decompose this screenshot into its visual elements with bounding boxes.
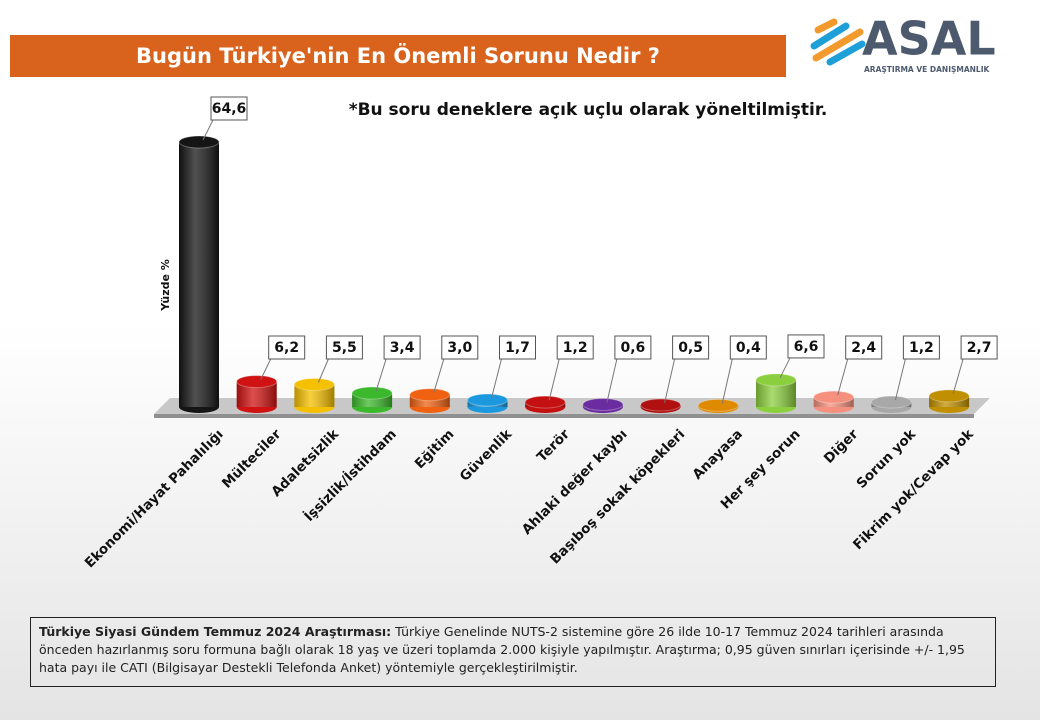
value-label-box	[210, 96, 248, 121]
value-label-box	[787, 334, 825, 359]
footnote-bold: Türkiye Siyasi Gündem Temmuz 2024 Araştı…	[39, 624, 392, 639]
leader-line	[664, 358, 676, 404]
leader-line	[952, 358, 964, 395]
title-bar	[10, 35, 786, 77]
x-tick-label: Ekonomi/Hayat Pahalılığı	[82, 426, 227, 571]
value-label-box	[614, 335, 652, 360]
logo-name: ASAL	[862, 12, 996, 66]
bar-top	[582, 398, 624, 412]
leader-line	[721, 358, 733, 404]
logo-tagline: ARAŞTIRMA VE DANIŞMANLIK	[864, 65, 990, 74]
leader-line	[491, 358, 502, 399]
x-tick-label: Anayasa	[690, 426, 746, 482]
bar-top	[178, 135, 220, 149]
value-label: 3,4	[390, 340, 415, 356]
subtitle: *Bu soru deneklere açık uçlu olarak yöne…	[349, 100, 828, 120]
value-label: 2,4	[851, 340, 876, 356]
x-tick-label: Diğer	[821, 426, 862, 467]
leader-line	[433, 358, 445, 393]
leader-line	[606, 358, 618, 403]
value-label-box	[960, 335, 998, 360]
leader-line	[260, 358, 272, 380]
x-tick-label: Fikrim yok/Cevap yok	[850, 426, 977, 553]
x-tick-label: Güvenlik	[457, 426, 516, 485]
leader-line	[894, 358, 906, 401]
value-label-box	[441, 335, 479, 360]
bar-top	[640, 398, 682, 412]
bar-top	[467, 393, 508, 407]
bar-top	[755, 373, 797, 387]
x-tick-label: Ahlaki değer kaybı	[519, 426, 631, 538]
bar-shade	[179, 142, 219, 407]
footnote-text: Türkiye Genelinde NUTS-2 sistemine göre …	[39, 624, 965, 675]
value-label-box	[383, 335, 421, 360]
value-label-box	[845, 335, 883, 360]
bar-top	[409, 388, 451, 402]
value-label: 1,7	[505, 340, 530, 356]
value-label-box	[672, 335, 710, 360]
leader-line	[779, 357, 791, 379]
x-tick-label: Terör	[534, 426, 573, 465]
value-label: 0,5	[678, 340, 703, 356]
floor	[154, 398, 990, 414]
leader-line	[837, 358, 849, 396]
value-label-box	[902, 335, 940, 360]
value-label-box	[325, 335, 363, 360]
bar-shade	[294, 384, 335, 407]
bar-top	[524, 395, 566, 409]
bar-top	[813, 390, 855, 404]
value-label: 1,2	[563, 340, 588, 356]
leader-line	[317, 358, 329, 383]
leader-line	[375, 358, 387, 392]
footnote: Türkiye Siyasi Gündem Temmuz 2024 Araştı…	[30, 617, 996, 687]
floor-edge	[154, 414, 974, 418]
x-tick-label: Eğitim	[412, 426, 458, 472]
value-label: 1,2	[909, 340, 934, 356]
value-label-box	[499, 335, 536, 360]
bar-top	[351, 386, 393, 400]
value-label: 64,6	[212, 101, 247, 117]
bar-top	[236, 375, 278, 389]
value-label-box	[729, 335, 767, 360]
value-label: 3,0	[447, 340, 472, 356]
bar-top	[697, 398, 739, 412]
value-label-box	[556, 335, 594, 360]
bar-top	[870, 395, 912, 409]
leader-line	[202, 119, 214, 141]
value-label: 5,5	[332, 340, 357, 356]
value-label: 0,6	[620, 340, 645, 356]
value-label: 6,2	[274, 340, 299, 356]
value-label: 2,7	[967, 340, 992, 356]
bar-top	[293, 377, 335, 391]
y-axis-label: Yüzde %	[159, 259, 172, 312]
value-label: 6,6	[794, 339, 819, 355]
chart-title: Bugün Türkiye'nin En Önemli Sorunu Nedir…	[136, 43, 660, 68]
bar-top	[928, 389, 970, 403]
value-label: 0,4	[736, 340, 761, 356]
value-label-box	[268, 335, 306, 360]
logo-icon	[810, 18, 866, 66]
leader-line	[548, 358, 560, 401]
